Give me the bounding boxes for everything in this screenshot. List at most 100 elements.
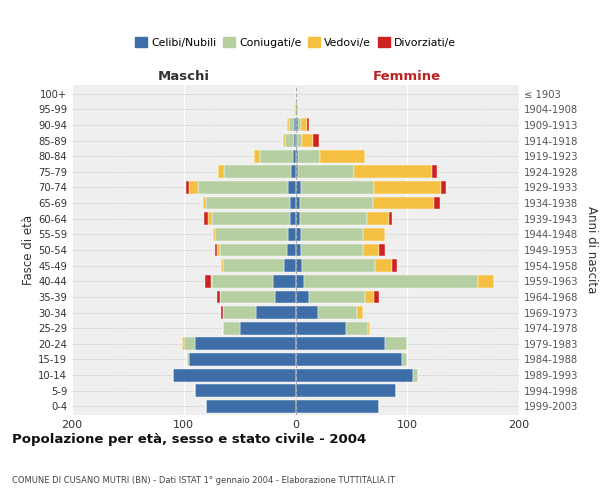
Bar	[295, 118, 296, 132]
Bar	[392, 259, 397, 272]
Bar	[313, 134, 319, 147]
Bar	[239, 322, 296, 334]
Bar	[215, 228, 287, 241]
Bar	[220, 244, 287, 256]
Bar	[296, 150, 298, 162]
Bar	[289, 118, 295, 132]
Bar	[212, 275, 273, 287]
Bar	[187, 353, 190, 366]
Bar	[184, 338, 195, 350]
Bar	[224, 166, 291, 178]
Bar	[256, 306, 296, 319]
Bar	[301, 244, 362, 256]
Bar	[283, 134, 286, 147]
Bar	[296, 228, 301, 241]
Bar	[296, 118, 298, 132]
Bar	[302, 259, 375, 272]
Bar	[223, 306, 256, 319]
Bar	[221, 306, 223, 319]
Bar	[186, 181, 190, 194]
Bar	[296, 212, 300, 225]
Bar	[290, 212, 296, 225]
Bar	[296, 368, 413, 382]
Bar	[273, 275, 296, 287]
Bar	[362, 244, 379, 256]
Bar	[385, 338, 407, 350]
Bar	[293, 150, 296, 162]
Bar	[203, 196, 206, 209]
Bar	[301, 228, 362, 241]
Bar	[296, 338, 385, 350]
Bar	[291, 166, 296, 178]
Bar	[287, 181, 296, 194]
Bar	[287, 228, 296, 241]
Bar	[373, 196, 434, 209]
Text: COMUNE DI CUSANO MUTRI (BN) - Dati ISTAT 1° gennaio 2004 - Elaborazione TUTTITAL: COMUNE DI CUSANO MUTRI (BN) - Dati ISTAT…	[12, 476, 395, 485]
Bar	[211, 275, 212, 287]
Bar	[298, 166, 353, 178]
Bar	[215, 244, 217, 256]
Bar	[375, 259, 392, 272]
Bar	[357, 306, 362, 319]
Text: Maschi: Maschi	[158, 70, 210, 82]
Bar	[223, 259, 284, 272]
Bar	[223, 322, 239, 334]
Bar	[296, 259, 302, 272]
Bar	[434, 196, 440, 209]
Bar	[304, 275, 478, 287]
Bar	[220, 290, 275, 304]
Bar	[374, 290, 379, 304]
Bar	[295, 103, 296, 116]
Bar	[195, 338, 296, 350]
Bar	[302, 134, 313, 147]
Bar	[296, 290, 309, 304]
Bar	[284, 259, 296, 272]
Bar	[213, 228, 215, 241]
Bar	[298, 118, 301, 132]
Bar	[379, 244, 385, 256]
Bar	[206, 400, 296, 413]
Bar	[432, 166, 437, 178]
Bar	[353, 166, 432, 178]
Bar	[365, 290, 374, 304]
Bar	[212, 212, 290, 225]
Bar	[389, 212, 392, 225]
Bar	[298, 150, 320, 162]
Bar	[173, 368, 296, 382]
Bar	[198, 181, 287, 194]
Bar	[296, 400, 379, 413]
Bar	[287, 118, 289, 132]
Bar	[367, 212, 389, 225]
Bar	[296, 181, 301, 194]
Bar	[205, 275, 211, 287]
Bar	[441, 181, 446, 194]
Text: Femmine: Femmine	[373, 70, 442, 82]
Bar	[296, 244, 301, 256]
Bar	[309, 290, 365, 304]
Legend: Celibi/Nubili, Coniugati/e, Vedovi/e, Divorziati/e: Celibi/Nubili, Coniugati/e, Vedovi/e, Di…	[131, 32, 460, 52]
Bar	[296, 196, 300, 209]
Text: Popolazione per età, sesso e stato civile - 2004: Popolazione per età, sesso e stato civil…	[12, 432, 366, 446]
Bar	[346, 322, 368, 334]
Bar	[195, 384, 296, 397]
Bar	[300, 196, 373, 209]
Bar	[182, 338, 184, 350]
Bar	[287, 244, 296, 256]
Bar	[296, 166, 298, 178]
Bar	[301, 118, 307, 132]
Bar	[296, 103, 298, 116]
Bar	[368, 322, 370, 334]
Bar	[300, 212, 367, 225]
Bar	[413, 368, 418, 382]
Bar	[401, 353, 407, 366]
Bar	[301, 181, 374, 194]
Bar	[190, 353, 296, 366]
Bar	[254, 150, 260, 162]
Bar	[296, 134, 302, 147]
Bar	[296, 384, 396, 397]
Bar	[318, 306, 357, 319]
Bar	[478, 275, 494, 287]
Bar	[362, 228, 385, 241]
Bar	[217, 290, 220, 304]
Bar	[374, 181, 441, 194]
